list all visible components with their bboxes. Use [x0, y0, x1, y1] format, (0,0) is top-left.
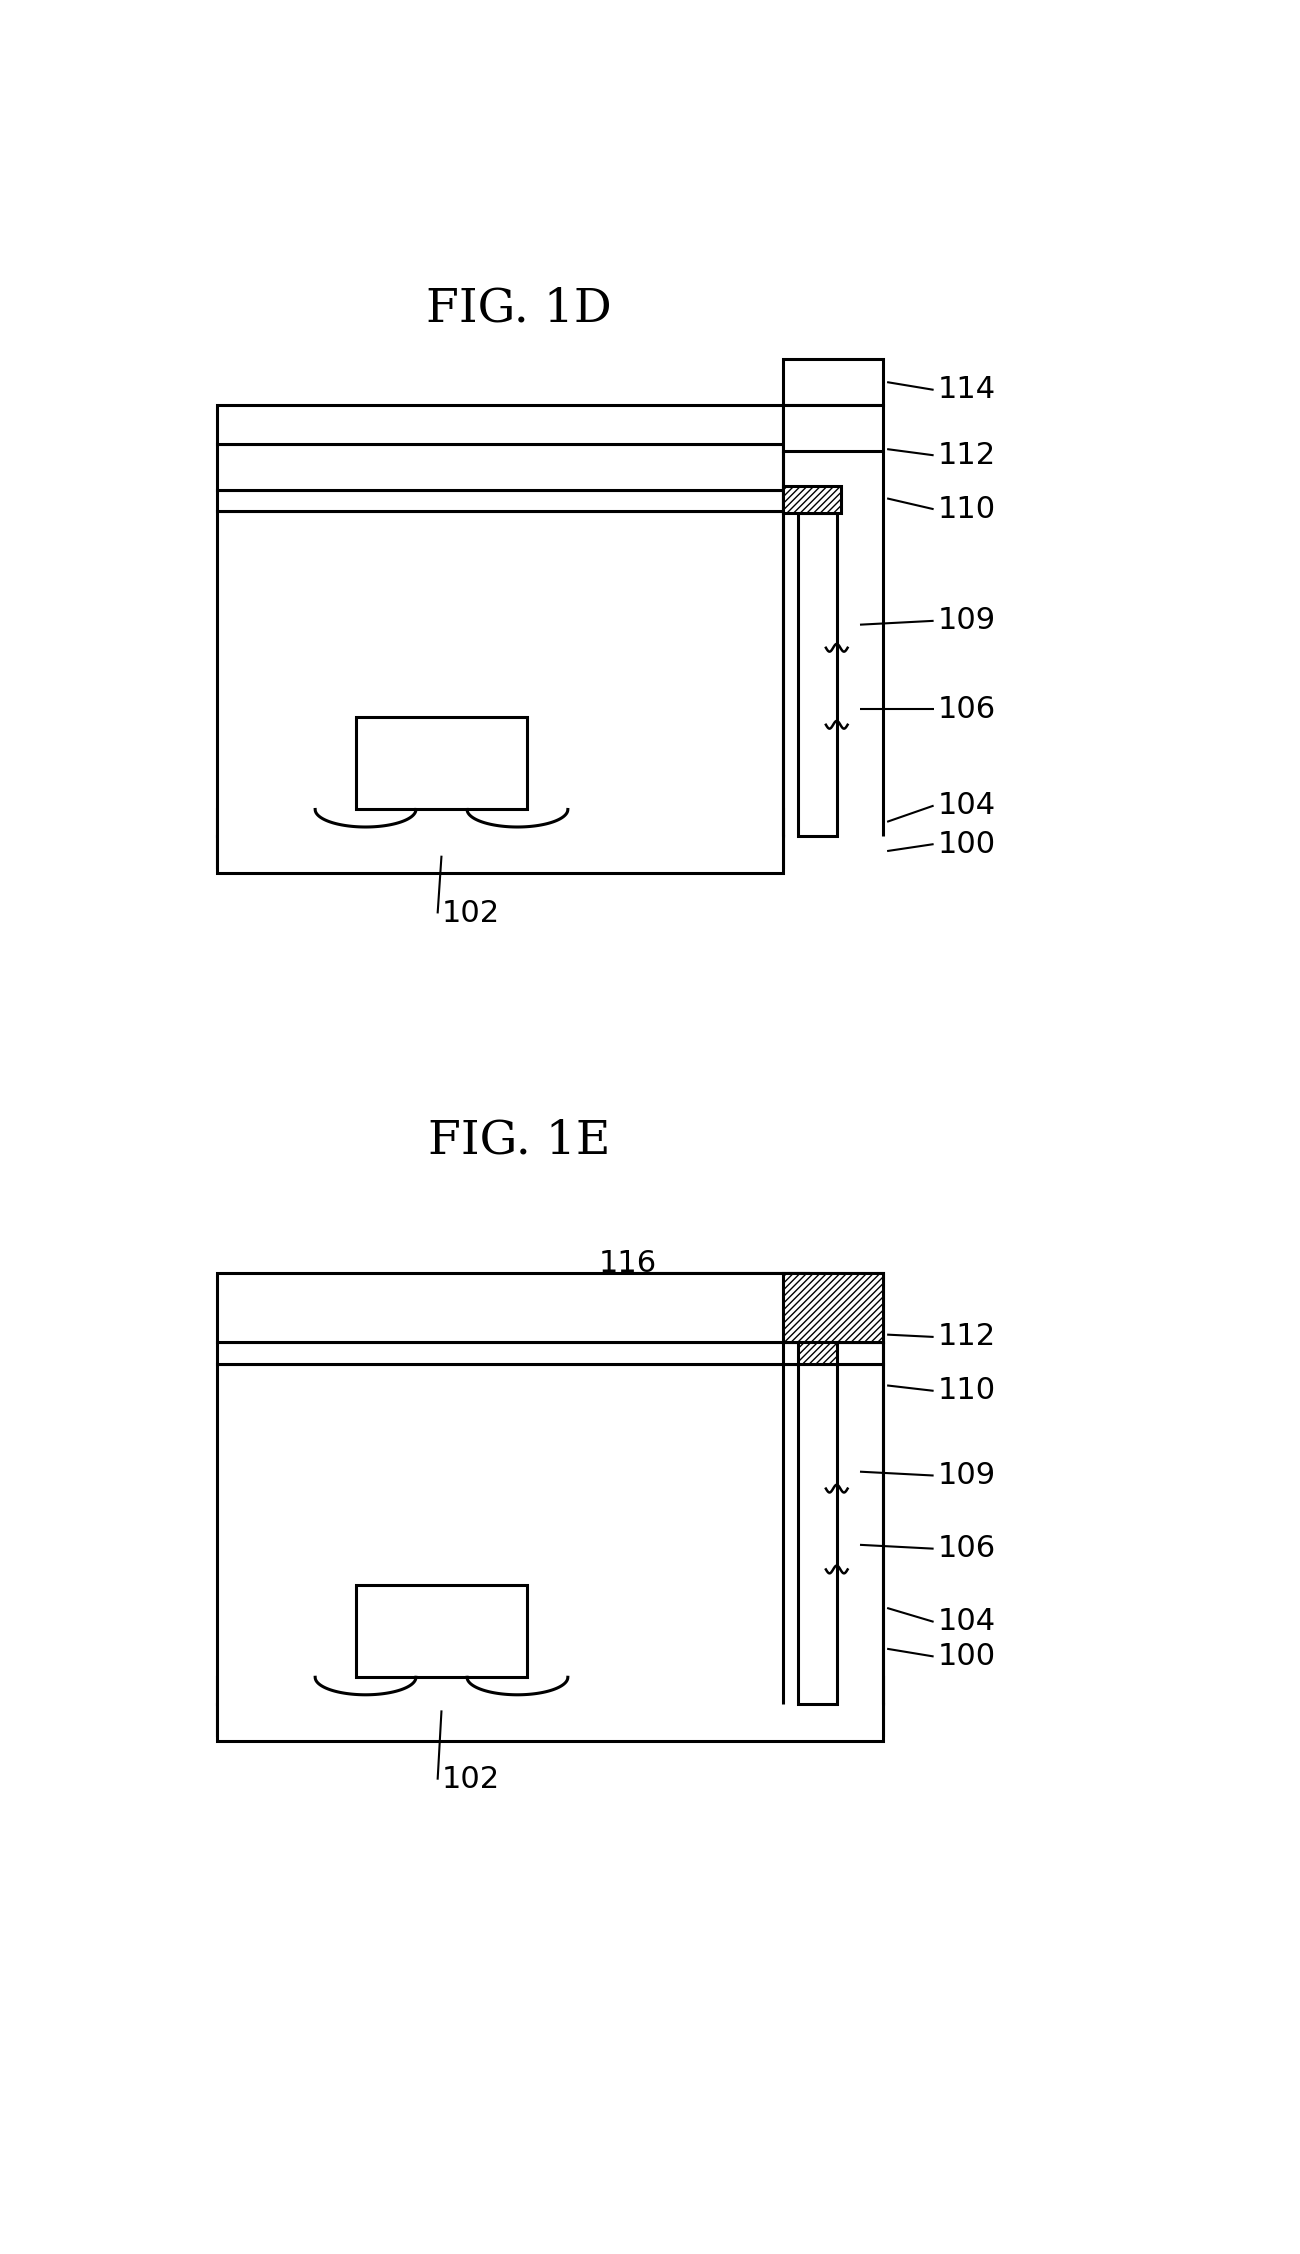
- Text: 109: 109: [937, 1461, 996, 1490]
- Text: 116: 116: [598, 1249, 656, 1278]
- Text: 106: 106: [937, 1535, 996, 1564]
- Text: 114: 114: [937, 376, 996, 403]
- Bar: [798, 514, 837, 836]
- Bar: [217, 1364, 883, 1740]
- Bar: [356, 717, 526, 809]
- Bar: [798, 1343, 837, 1364]
- Text: 100: 100: [937, 829, 996, 859]
- Bar: [217, 1677, 883, 1704]
- Text: 112: 112: [937, 1323, 996, 1352]
- Bar: [356, 1585, 526, 1677]
- Text: FIG. 1E: FIG. 1E: [428, 1118, 610, 1163]
- Text: 110: 110: [937, 1377, 996, 1404]
- Text: 102: 102: [442, 899, 499, 929]
- Bar: [783, 358, 883, 406]
- Text: 109: 109: [937, 606, 996, 636]
- Text: FIG. 1D: FIG. 1D: [426, 286, 612, 331]
- Bar: [217, 406, 783, 444]
- Bar: [217, 836, 783, 868]
- Text: 104: 104: [937, 791, 996, 820]
- Bar: [217, 512, 783, 872]
- Bar: [217, 1274, 883, 1343]
- Text: 106: 106: [937, 694, 996, 724]
- Bar: [783, 1274, 883, 1343]
- Text: 104: 104: [937, 1607, 996, 1636]
- Bar: [783, 487, 841, 514]
- Bar: [217, 1343, 883, 1364]
- Text: 110: 110: [937, 494, 996, 523]
- Bar: [217, 1704, 883, 1736]
- Bar: [217, 489, 783, 512]
- Text: 102: 102: [442, 1765, 499, 1794]
- Text: 112: 112: [937, 442, 996, 469]
- Bar: [217, 809, 783, 836]
- Text: 100: 100: [937, 1641, 996, 1670]
- Bar: [217, 444, 783, 489]
- Bar: [783, 406, 883, 451]
- Bar: [798, 1364, 837, 1704]
